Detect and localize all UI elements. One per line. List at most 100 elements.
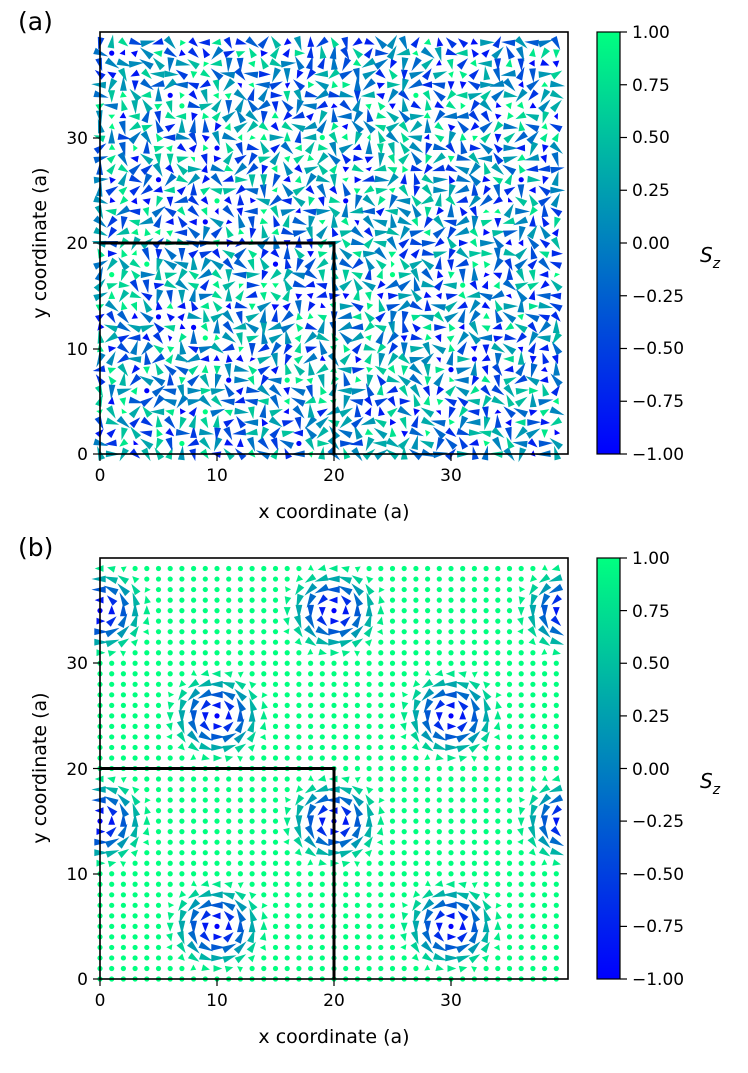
panel-a-y-tick: 30	[66, 129, 88, 149]
spin-arrow	[238, 228, 245, 235]
spin-arrow	[550, 99, 562, 113]
spin-marker	[249, 660, 255, 666]
spin-arrow	[290, 397, 306, 407]
panel-b-colorbar-tick: −0.25	[632, 812, 684, 832]
spin-marker	[109, 755, 115, 761]
panel-a-y-tick: 10	[66, 340, 88, 360]
spin-arrow	[233, 257, 248, 270]
spin-arrow	[128, 219, 141, 227]
spin-marker	[542, 744, 548, 751]
spin-marker	[471, 765, 477, 772]
spin-arrow	[222, 175, 234, 182]
spin-marker	[155, 671, 162, 677]
spin-arrow	[527, 175, 541, 183]
spin-arrow	[165, 100, 173, 114]
spin-marker	[432, 731, 448, 741]
spin-marker	[460, 650, 466, 656]
spin-marker	[318, 817, 326, 827]
spin-marker	[483, 618, 489, 624]
spin-marker	[378, 723, 384, 730]
spin-marker	[495, 839, 501, 845]
spin-marker	[284, 806, 292, 816]
spin-marker	[378, 797, 385, 804]
spin-arrow	[143, 139, 150, 154]
spin-marker	[142, 629, 149, 635]
spin-marker	[214, 597, 220, 603]
spin-marker	[237, 776, 243, 782]
spin-marker	[200, 910, 211, 921]
spin-arrow	[211, 395, 223, 407]
spin-marker	[144, 871, 150, 877]
spin-marker	[413, 576, 419, 582]
spin-marker	[237, 650, 243, 656]
spin-arrow	[518, 177, 524, 183]
spin-marker	[191, 597, 197, 603]
spin-arrow	[387, 364, 396, 374]
spin-marker	[448, 565, 454, 572]
spin-marker	[261, 755, 267, 761]
spin-arrow	[386, 385, 399, 394]
spin-marker	[261, 700, 268, 710]
spin-arrow	[468, 320, 479, 336]
spin-arrow	[492, 323, 503, 330]
spin-arrow	[401, 69, 408, 81]
panel-b-colorbar	[596, 557, 621, 980]
spin-arrow	[449, 376, 455, 382]
spin-arrow	[212, 414, 220, 428]
spin-marker	[389, 597, 396, 603]
panel-a-colorbar-tick: −0.25	[632, 287, 684, 307]
spin-arrow	[364, 407, 372, 417]
spin-marker	[167, 871, 173, 877]
spin-arrow	[165, 428, 175, 437]
spin-marker	[272, 723, 279, 730]
panel-b-colorbar-tick: 1.00	[632, 549, 670, 569]
spin-arrow	[502, 156, 518, 164]
spin-arrow	[224, 123, 231, 131]
spin-marker	[542, 734, 548, 740]
spin-marker	[495, 586, 501, 593]
spin-arrow	[339, 353, 351, 366]
spin-arrow	[472, 135, 478, 142]
spin-arrow	[387, 81, 401, 89]
spin-marker	[378, 692, 384, 698]
spin-arrow	[246, 162, 259, 175]
spin-arrow	[256, 301, 272, 313]
spin-arrow	[338, 143, 354, 154]
spin-marker	[413, 671, 419, 677]
spin-marker	[518, 871, 524, 877]
spin-marker	[176, 941, 186, 954]
spin-marker	[308, 871, 314, 877]
spin-marker	[460, 629, 466, 635]
spin-marker	[211, 670, 221, 678]
spin-marker	[506, 965, 513, 972]
spin-arrow	[422, 341, 431, 357]
spin-marker	[389, 723, 396, 730]
spin-marker	[214, 797, 220, 803]
spin-arrow	[154, 229, 161, 236]
spin-arrow	[377, 102, 386, 111]
spin-arrow	[483, 416, 491, 431]
spin-marker	[400, 944, 407, 950]
spin-marker	[389, 681, 396, 687]
spin-marker	[94, 775, 104, 783]
spin-marker	[177, 743, 185, 751]
spin-arrow	[528, 89, 539, 101]
spin-arrow	[436, 292, 442, 300]
spin-marker	[246, 731, 256, 743]
spin-marker	[389, 629, 396, 635]
spin-arrow	[305, 384, 313, 399]
spin-arrow	[481, 354, 491, 362]
spin-marker	[261, 902, 268, 909]
spin-marker	[319, 744, 325, 751]
spin-marker	[295, 794, 305, 806]
spin-arrow	[106, 428, 116, 439]
spin-marker	[445, 912, 455, 920]
spin-marker	[436, 786, 442, 793]
spin-arrow	[502, 343, 517, 355]
spin-arrow	[527, 236, 540, 250]
spin-marker	[202, 871, 208, 877]
spin-arrow	[468, 152, 480, 165]
spin-marker	[249, 608, 255, 614]
spin-marker	[527, 836, 537, 848]
spin-marker	[421, 952, 434, 962]
